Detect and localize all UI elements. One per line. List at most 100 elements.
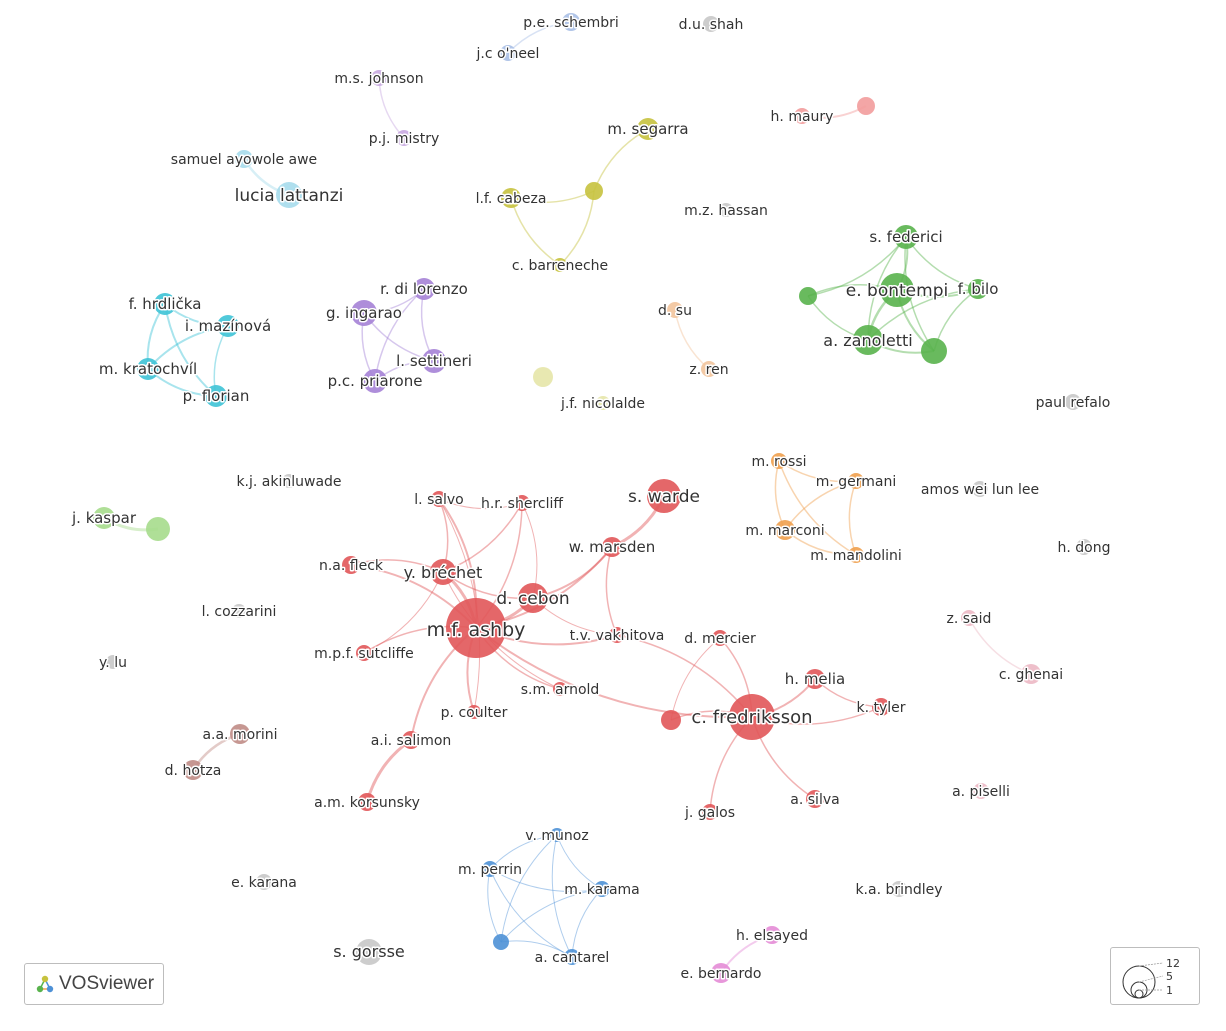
author-label[interactable]: w. marsden <box>567 537 656 558</box>
author-label[interactable]: d. mercier <box>683 630 758 649</box>
author-node[interactable] <box>609 627 625 643</box>
author-node[interactable] <box>894 225 918 249</box>
author-node[interactable] <box>799 287 817 305</box>
author-label[interactable]: r. di lorenzo <box>379 279 470 300</box>
author-label[interactable]: paul refalo <box>1034 394 1112 413</box>
author-node[interactable] <box>183 760 203 780</box>
author-node[interactable] <box>711 963 731 983</box>
author-node[interactable] <box>891 881 907 897</box>
author-label[interactable]: f. bilo <box>956 279 1000 300</box>
author-node[interactable] <box>276 182 302 208</box>
author-node[interactable] <box>514 495 530 511</box>
author-label[interactable]: d. su <box>657 302 694 321</box>
author-label[interactable]: k.j. akinluwade <box>235 473 343 492</box>
author-node[interactable] <box>467 705 481 719</box>
author-label[interactable]: e. bernardo <box>679 965 763 984</box>
author-label[interactable]: g. ingarao <box>325 303 404 324</box>
author-label[interactable]: c. fredriksson <box>690 706 814 730</box>
author-node[interactable] <box>422 349 446 373</box>
author-label[interactable]: e. bontempi <box>844 280 949 303</box>
author-label[interactable]: m. mandolini <box>809 547 904 566</box>
author-label[interactable]: f. hrdlička <box>127 294 203 315</box>
author-label[interactable]: m. segarra <box>606 119 690 140</box>
author-node[interactable] <box>585 182 603 200</box>
author-node[interactable] <box>880 273 914 307</box>
author-node[interactable] <box>968 279 988 299</box>
author-node[interactable] <box>972 481 988 497</box>
author-label[interactable]: c. barreneche <box>510 257 609 276</box>
author-node[interactable] <box>154 293 176 315</box>
author-label[interactable]: v. munoz <box>524 827 590 846</box>
author-label[interactable]: h. melia <box>783 669 846 690</box>
author-node[interactable] <box>413 278 435 300</box>
author-node[interactable] <box>356 939 382 965</box>
author-label[interactable]: z. ren <box>688 361 730 380</box>
author-node[interactable] <box>667 302 683 318</box>
author-node[interactable] <box>857 97 875 115</box>
author-node[interactable] <box>973 783 989 799</box>
author-label[interactable]: a.a. morini <box>201 726 279 745</box>
author-node[interactable] <box>356 645 372 661</box>
author-label[interactable]: m. kratochvíl <box>97 359 198 380</box>
author-node[interactable] <box>446 598 506 658</box>
author-node[interactable] <box>550 828 564 842</box>
author-label[interactable]: k. tyler <box>855 699 907 718</box>
author-node[interactable] <box>775 520 795 540</box>
author-label[interactable]: j. kaspar <box>69 508 138 529</box>
author-label[interactable]: a.i. salimon <box>369 732 453 751</box>
author-node[interactable] <box>763 926 781 944</box>
author-label[interactable]: m.s. johnson <box>333 70 425 89</box>
author-node[interactable] <box>363 369 387 393</box>
author-label[interactable]: l. settineri <box>395 351 474 372</box>
author-label[interactable]: j. galos <box>682 804 736 823</box>
author-node[interactable] <box>1076 539 1092 555</box>
author-node[interactable] <box>282 474 296 488</box>
author-label[interactable]: p.j. mistry <box>367 130 440 149</box>
author-node[interactable] <box>564 949 580 965</box>
author-label[interactable]: m. rossi <box>750 453 808 472</box>
author-label[interactable]: d.u. shah <box>677 16 745 35</box>
author-node[interactable] <box>402 731 420 749</box>
author-label[interactable]: a. silva <box>789 791 841 810</box>
author-label[interactable]: k.a. brindley <box>854 881 944 900</box>
author-label[interactable]: p.e. schembri <box>522 14 621 33</box>
author-label[interactable]: m. marconi <box>744 522 826 541</box>
author-label[interactable]: s. warde <box>627 486 702 509</box>
author-node[interactable] <box>518 583 548 613</box>
author-label[interactable]: y. bréchet <box>402 562 484 584</box>
author-node[interactable] <box>794 108 810 124</box>
author-label[interactable]: j.c o'neel <box>474 45 541 64</box>
author-label[interactable]: m. germani <box>814 473 898 492</box>
author-label[interactable]: l. cozzarini <box>200 603 278 622</box>
author-node[interactable] <box>137 358 159 380</box>
author-node[interactable] <box>93 507 115 529</box>
author-node[interactable] <box>637 118 659 140</box>
author-node[interactable] <box>358 793 376 811</box>
author-node[interactable] <box>701 361 717 377</box>
author-node[interactable] <box>848 473 864 489</box>
author-node[interactable] <box>1021 664 1041 684</box>
author-label[interactable]: m.f. ashby <box>425 618 527 643</box>
author-label[interactable]: c. ghenai <box>997 666 1064 685</box>
author-label[interactable]: i. mazínová <box>183 316 272 337</box>
author-node[interactable] <box>371 70 387 86</box>
author-node[interactable] <box>594 881 610 897</box>
author-label[interactable]: p.c. priarone <box>326 371 424 392</box>
author-label[interactable]: lucia lattanzi <box>233 185 345 208</box>
author-node[interactable] <box>853 325 883 355</box>
author-label[interactable]: h.r. shercliff <box>479 495 564 514</box>
author-node[interactable] <box>205 385 227 407</box>
author-node[interactable] <box>217 315 239 337</box>
author-node[interactable] <box>500 45 516 61</box>
author-label[interactable]: m.p.f. sutcliffe <box>313 645 416 664</box>
author-label[interactable]: e. karana <box>230 874 299 893</box>
author-label[interactable]: h. dong <box>1056 539 1112 558</box>
author-label[interactable]: s. gorsse <box>332 941 407 963</box>
author-node[interactable] <box>961 610 977 626</box>
author-node[interactable] <box>232 604 246 618</box>
author-label[interactable]: z. said <box>945 610 993 629</box>
author-node[interactable] <box>729 694 775 740</box>
author-node[interactable] <box>342 556 360 574</box>
author-node[interactable] <box>805 669 825 689</box>
author-label[interactable]: p. coulter <box>439 704 509 723</box>
